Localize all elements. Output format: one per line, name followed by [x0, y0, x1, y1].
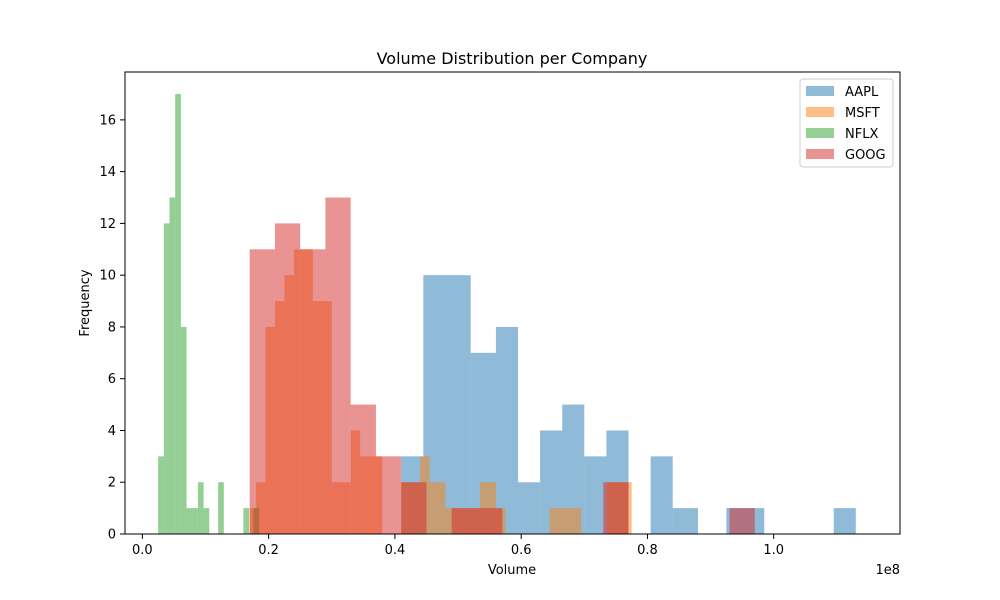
bar-goog-10 — [729, 508, 755, 534]
y-tick-label: 2 — [108, 476, 116, 491]
legend-swatch-nflx — [806, 128, 834, 138]
bar-nflx-9 — [218, 482, 224, 534]
y-tick-label: 0 — [108, 528, 116, 543]
bar-msft-13 — [429, 482, 446, 534]
bar-aapl-6 — [562, 404, 585, 534]
bar-goog-0 — [249, 249, 275, 535]
bar-goog-2 — [300, 249, 326, 535]
y-tick-label: 6 — [108, 372, 116, 387]
bar-nflx-8 — [203, 508, 210, 534]
y-tick-label: 10 — [99, 269, 116, 284]
bar-goog-7 — [451, 508, 477, 534]
bar-msft-18 — [549, 508, 582, 534]
series-goog — [249, 197, 755, 535]
bar-goog-8 — [476, 508, 503, 534]
bar-goog-9 — [603, 482, 629, 534]
legend: AAPL MSFT NFLX GOOG — [799, 78, 894, 168]
x-axis-ticks: 0.0 0.2 0.4 0.6 0.8 1.0 — [132, 534, 784, 558]
x-axis-label: Volume — [488, 563, 536, 578]
bar-goog-1 — [274, 223, 301, 534]
bar-nflx-6 — [192, 508, 198, 534]
bar-aapl-5 — [540, 430, 563, 534]
bar-goog-5 — [375, 456, 402, 534]
y-tick-label: 16 — [99, 113, 116, 128]
legend-swatch-goog — [806, 149, 834, 159]
bar-nflx-0 — [158, 456, 164, 534]
x-tick-label: 0.8 — [637, 543, 658, 558]
bar-nflx-7 — [197, 482, 204, 534]
bar-aapl-7 — [584, 456, 607, 534]
x-tick-label: 0.2 — [258, 543, 279, 558]
bar-nflx-4 — [180, 326, 187, 534]
bar-nflx-10 — [243, 508, 250, 534]
legend-swatch-msft — [806, 107, 834, 117]
legend-swatch-aapl — [806, 86, 834, 96]
bar-aapl-4 — [518, 482, 541, 534]
bar-aapl-11 — [672, 508, 698, 534]
y-tick-label: 14 — [99, 165, 116, 180]
y-tick-label: 8 — [108, 320, 116, 335]
bar-goog-6 — [401, 482, 427, 534]
y-axis-label: Frequency — [78, 269, 93, 336]
bar-aapl-13 — [833, 508, 856, 534]
chart-title: Volume Distribution per Company — [377, 49, 648, 68]
legend-label-goog: GOOG — [845, 148, 886, 163]
y-tick-label: 4 — [108, 424, 116, 439]
y-axis-ticks: 0 2 4 6 8 10 12 14 16 — [99, 113, 125, 543]
legend-frame — [799, 78, 894, 168]
bar-nflx-5 — [186, 508, 193, 534]
legend-label-msft: MSFT — [845, 106, 880, 121]
x-tick-label: 0.0 — [132, 543, 153, 558]
x-axis-offset-label: 1e8 — [875, 563, 900, 578]
legend-label-aapl: AAPL — [845, 85, 879, 100]
bar-nflx-2 — [169, 197, 176, 534]
bar-aapl-3 — [495, 326, 519, 534]
plot-frame — [124, 71, 901, 535]
bars-layer — [158, 94, 856, 535]
legend-label-nflx: NFLX — [845, 127, 878, 142]
bar-nflx-1 — [163, 223, 170, 534]
x-tick-label: 0.4 — [385, 543, 406, 558]
x-tick-label: 1.0 — [763, 543, 784, 558]
bar-nflx-3 — [175, 94, 181, 534]
x-tick-label: 0.6 — [511, 543, 532, 558]
bar-goog-4 — [350, 404, 376, 534]
bar-aapl-10 — [650, 456, 673, 534]
bar-goog-3 — [325, 197, 351, 534]
y-tick-label: 12 — [99, 217, 116, 232]
